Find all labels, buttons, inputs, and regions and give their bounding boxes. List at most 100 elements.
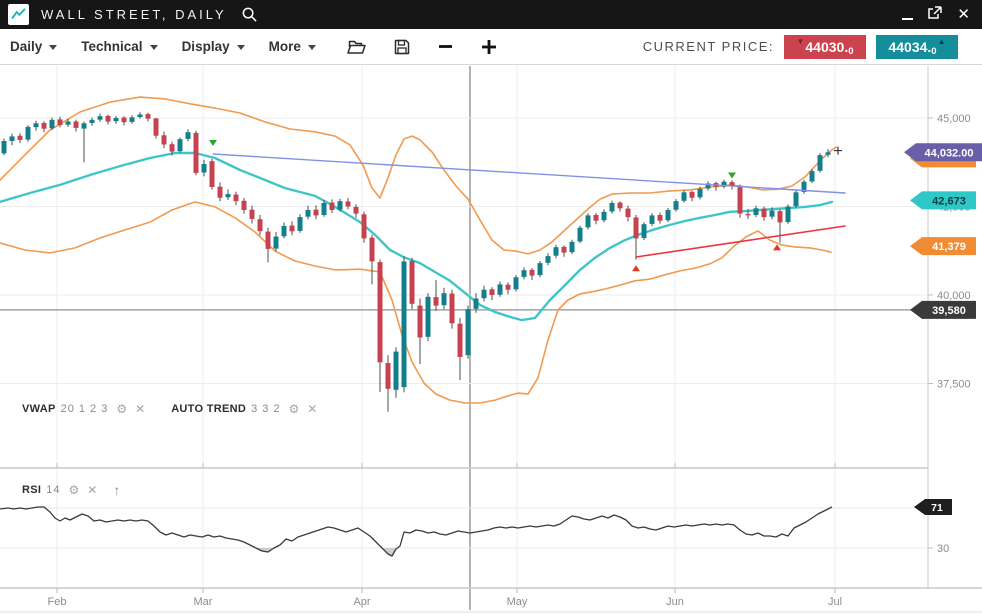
technical-dropdown-label: Technical [81,39,143,54]
x-axis-label: Apr [353,596,370,608]
close-button[interactable]: ✕ [957,6,970,23]
swing-low-marker [632,265,640,272]
candle-body [41,123,47,129]
rsi-indicator-params: 14 [46,484,61,496]
gear-icon[interactable]: ⚙ [288,402,300,416]
zoom-out-icon[interactable] [437,38,454,55]
candle-body [689,192,695,198]
close-icon[interactable]: ✕ [307,402,318,416]
gear-icon[interactable]: ⚙ [68,483,80,497]
bollinger-lower-line [0,201,832,404]
candle-body [137,114,143,117]
vwap-indicator-params: 20 1 2 3 [60,403,109,415]
technical-dropdown[interactable]: Technical [81,39,158,54]
save-icon[interactable] [393,38,411,56]
candle-body [649,215,655,224]
popout-button[interactable] [927,5,943,25]
price-down-arrow-icon: ▼ [796,36,805,46]
candle-body [361,214,367,239]
candle-body [321,203,327,215]
candle-body [217,186,223,198]
price-up-arrow-icon: ▲ [937,36,946,46]
candle-body [825,152,831,155]
candle-body [537,263,543,276]
candle-body [105,115,111,122]
x-axis-label: Mar [194,596,213,608]
candle-body [377,262,383,363]
gear-icon[interactable]: ⚙ [116,402,128,416]
price-chart[interactable]: FebMarAprMayJunJul45,00042,50040,00037,5… [0,65,982,614]
candle-body [17,135,23,140]
display-dropdown[interactable]: Display [182,39,245,54]
candle-body [697,188,703,198]
chevron-down-icon [307,44,316,50]
candle-body [481,289,487,299]
display-dropdown-label: Display [181,39,230,54]
expand-panel-arrow-icon[interactable]: ↑ [113,482,121,498]
candle-body [121,117,127,123]
candle-body [425,296,431,337]
sell-price: 44030. [805,38,849,55]
price-tag [910,300,976,319]
chevron-down-icon [236,44,245,50]
rsi-axis-tick: 30 [937,543,949,555]
candle-body [769,210,775,217]
buy-button[interactable]: 44034. 0 ▲ [876,34,958,59]
price-tag-label: 42,673 [932,195,966,207]
candle-body [737,186,743,214]
buy-price: 44034. [888,38,932,55]
candle-body [593,215,599,221]
minimize-button[interactable] [902,17,914,20]
candle-body [257,219,263,232]
zoom-in-icon[interactable] [480,38,498,56]
candle-body [705,183,711,189]
window-title: WALL STREET, DAILY [41,7,227,22]
candle-body [505,284,511,290]
candle-body [409,261,415,304]
candle-body [585,215,591,228]
candle-body [273,236,279,249]
y-axis-tick: 37,500 [937,379,971,391]
candle-body [513,277,519,290]
candle-body [201,164,207,173]
candle-body [169,144,175,152]
price-tag-label: 41,379 [932,241,966,253]
candle-body [681,192,687,201]
candle-body [529,269,535,276]
candle-body [577,227,583,242]
more-dropdown[interactable]: More [269,39,316,54]
candle-body [393,351,399,390]
close-icon[interactable]: ✕ [135,402,146,416]
candle-body [601,211,607,221]
rsi-label-row: RSI 14 ⚙ ✕ ↑ [22,482,120,498]
candle-body [129,117,135,122]
buy-price-decimal: 0 [931,45,937,57]
candle-body [353,206,359,214]
chart-toolbar: Daily Technical Display More CURRENT PRI… [0,29,982,65]
vwap-indicator-name: VWAP [22,403,56,415]
candle-body [345,201,351,207]
candle-body [49,119,55,129]
open-folder-icon[interactable] [346,38,367,56]
candle-body [801,181,807,192]
chart-area: FebMarAprMayJunJul45,00042,50040,00037,5… [0,65,982,614]
candle-body [721,181,727,187]
candle-body [729,182,735,186]
rsi-value-tag [914,499,952,515]
x-axis-label: Jul [828,596,842,608]
candle-body [449,293,455,324]
candlestick-series [1,112,831,412]
candle-body [25,126,31,140]
candle-body [385,363,391,389]
rsi-indicator-name: RSI [22,484,42,496]
candle-body [489,289,495,295]
candle-body [665,210,671,221]
candle-body [745,213,751,216]
timeframe-dropdown-label: Daily [10,39,43,54]
timeframe-dropdown[interactable]: Daily [10,39,58,54]
close-icon[interactable]: ✕ [87,483,98,497]
last-price-cross-icon [834,146,842,155]
search-icon[interactable] [241,6,258,23]
sell-button[interactable]: ▼ 44030. 0 [784,34,866,59]
